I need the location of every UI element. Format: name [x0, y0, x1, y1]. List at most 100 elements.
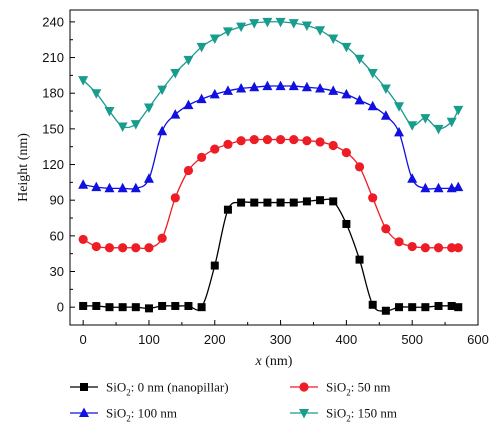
data-point — [170, 109, 181, 119]
data-point — [394, 102, 405, 112]
data-point — [275, 134, 286, 145]
x-axis-title: x (nm) — [255, 354, 293, 369]
legend-label: SiO2: 0 nm (nanopillar) — [106, 380, 229, 398]
series-line-3 — [82, 21, 459, 130]
data-point — [131, 303, 140, 312]
x-tick-label: 500 — [401, 332, 423, 347]
data-point — [342, 219, 351, 228]
data-point — [288, 80, 299, 91]
data-point — [118, 243, 128, 253]
data-point — [131, 243, 141, 253]
data-point — [316, 196, 325, 205]
legend-label: SiO2: 150 nm — [326, 406, 397, 424]
data-point — [117, 122, 128, 132]
data-point — [183, 99, 194, 110]
series-1 — [78, 134, 463, 253]
series-0 — [79, 196, 463, 315]
data-point — [302, 136, 312, 146]
x-tick-label: 200 — [204, 332, 226, 347]
data-point — [433, 182, 444, 193]
data-point — [447, 243, 457, 253]
legend-item-3: SiO2: 150 nm — [290, 406, 397, 424]
data-point — [223, 205, 232, 214]
y-tick-label: 0 — [57, 300, 64, 315]
data-point — [367, 69, 378, 79]
legend-marker — [299, 382, 309, 392]
y-tick-label: 150 — [42, 121, 64, 136]
data-point — [183, 55, 194, 66]
data-point — [276, 198, 285, 207]
data-point — [420, 114, 431, 124]
y-tick-label: 90 — [50, 193, 64, 208]
data-point — [236, 136, 246, 146]
data-point — [275, 17, 286, 28]
data-point — [249, 81, 260, 92]
data-point — [91, 241, 101, 252]
data-point — [91, 89, 102, 99]
legend-marker — [299, 409, 309, 419]
data-point — [262, 17, 273, 28]
y-tick-label: 30 — [50, 264, 64, 279]
data-point — [249, 134, 259, 145]
y-tick-label: 240 — [42, 14, 64, 29]
data-point — [157, 85, 168, 96]
data-point — [315, 26, 326, 36]
data-point — [433, 243, 444, 253]
legend-item-0: SiO2: 0 nm (nanopillar) — [70, 380, 229, 398]
data-point — [275, 80, 286, 91]
data-point — [381, 224, 391, 234]
data-point — [447, 301, 456, 310]
data-point — [79, 301, 88, 310]
data-point — [104, 243, 115, 253]
data-point — [380, 84, 391, 94]
data-point — [249, 19, 260, 29]
data-point — [328, 85, 339, 95]
data-point — [395, 303, 404, 312]
data-point — [144, 243, 154, 253]
data-point — [78, 76, 89, 86]
data-point — [454, 303, 463, 312]
x-axis-title-symbol: x — [255, 354, 263, 369]
data-point — [78, 234, 88, 245]
data-point — [143, 103, 154, 113]
data-point — [328, 34, 339, 45]
data-point — [380, 110, 391, 120]
data-point — [354, 54, 365, 65]
series-2 — [78, 80, 464, 193]
data-point — [408, 303, 417, 312]
axes: 0 100 200 300 400 500 600 0 30 60 90 120 150 180 210 24… — [16, 9, 489, 369]
data-point — [236, 82, 247, 93]
data-point — [237, 198, 246, 207]
data-point — [144, 304, 153, 313]
data-point — [341, 42, 352, 53]
data-point — [196, 93, 207, 104]
data-point — [184, 301, 193, 310]
data-point — [394, 126, 405, 137]
x-axis-title-unit: (nm) — [262, 354, 293, 369]
data-point — [421, 303, 430, 312]
legend-item-2: SiO2: 100 nm — [70, 406, 177, 424]
data-point — [117, 182, 128, 193]
data-point — [354, 94, 365, 105]
legend-marker — [80, 383, 88, 391]
x-tick-label: 100 — [138, 332, 160, 347]
data-point — [420, 182, 431, 193]
data-point — [407, 241, 417, 252]
data-point — [157, 125, 168, 136]
y-axis-title: Height (nm) — [16, 133, 31, 202]
data-point — [157, 233, 167, 243]
data-point — [196, 42, 207, 53]
data-point — [433, 124, 444, 135]
data-point — [302, 197, 311, 206]
data-point — [158, 301, 167, 310]
data-point — [434, 301, 443, 310]
y-tick-label: 180 — [42, 86, 64, 101]
data-point — [223, 139, 233, 149]
data-point — [143, 173, 154, 183]
x-tick-label: 400 — [336, 332, 358, 347]
data-point — [170, 69, 181, 79]
data-point — [130, 182, 141, 193]
legend-marker — [79, 407, 89, 417]
data-point — [301, 81, 312, 92]
